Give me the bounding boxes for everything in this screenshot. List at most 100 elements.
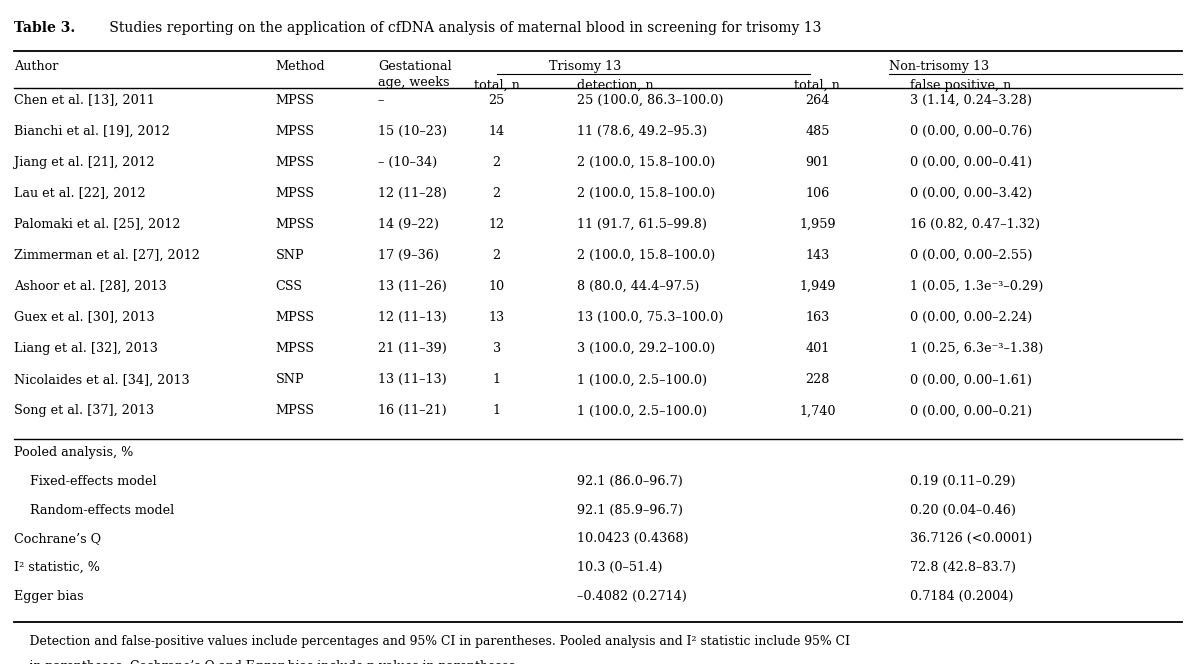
Text: Jiang et al. [21], 2012: Jiang et al. [21], 2012 [14,156,154,169]
Text: 2 (100.0, 15.8–100.0): 2 (100.0, 15.8–100.0) [577,156,715,169]
Text: MPSS: MPSS [276,94,315,107]
Text: Chen et al. [13], 2011: Chen et al. [13], 2011 [14,94,154,107]
Text: 92.1 (86.0–96.7): 92.1 (86.0–96.7) [577,475,683,488]
Text: 25 (100.0, 86.3–100.0): 25 (100.0, 86.3–100.0) [577,94,723,107]
Text: 0.19 (0.11–0.29): 0.19 (0.11–0.29) [910,475,1016,488]
Text: Detection and false-positive values include percentages and 95% CI in parenthese: Detection and false-positive values incl… [14,635,851,648]
Text: – (10–34): – (10–34) [378,156,437,169]
Text: 2 (100.0, 15.8–100.0): 2 (100.0, 15.8–100.0) [577,187,715,200]
Text: –: – [378,94,384,107]
Text: 25: 25 [488,94,505,107]
Text: Method: Method [276,60,326,73]
Text: 1,740: 1,740 [800,404,835,418]
Text: 10.0423 (0.4368): 10.0423 (0.4368) [577,533,689,545]
Text: 14 (9–22): 14 (9–22) [378,218,438,231]
Text: 3 (1.14, 0.24–3.28): 3 (1.14, 0.24–3.28) [910,94,1032,107]
Text: MPSS: MPSS [276,218,315,231]
Text: 228: 228 [805,373,829,386]
Text: Ashoor et al. [28], 2013: Ashoor et al. [28], 2013 [14,280,168,293]
Text: total, n: total, n [474,79,519,92]
Text: –0.4082 (0.2714): –0.4082 (0.2714) [577,590,687,602]
Text: Pooled analysis, %: Pooled analysis, % [14,446,133,459]
Text: 163: 163 [805,311,829,324]
Text: 0 (0.00, 0.00–0.76): 0 (0.00, 0.00–0.76) [910,125,1032,138]
Text: 0.7184 (0.2004): 0.7184 (0.2004) [910,590,1013,602]
Text: 2: 2 [493,249,500,262]
Text: 12: 12 [488,218,505,231]
Text: 13 (11–13): 13 (11–13) [378,373,447,386]
Text: 8 (80.0, 44.4–97.5): 8 (80.0, 44.4–97.5) [577,280,700,293]
Text: 36.7126 (<0.0001): 36.7126 (<0.0001) [910,533,1032,545]
Text: Cochrane’s Q: Cochrane’s Q [14,533,101,545]
Text: MPSS: MPSS [276,311,315,324]
Text: Egger bias: Egger bias [14,590,84,602]
Text: 0.20 (0.04–0.46): 0.20 (0.04–0.46) [910,503,1016,517]
Text: 0 (0.00, 0.00–2.55): 0 (0.00, 0.00–2.55) [910,249,1032,262]
Text: 16 (11–21): 16 (11–21) [378,404,447,418]
Text: 21 (11–39): 21 (11–39) [378,342,447,355]
Text: 10.3 (0–51.4): 10.3 (0–51.4) [577,561,663,574]
Text: 901: 901 [805,156,829,169]
Text: 15 (10–23): 15 (10–23) [378,125,447,138]
Text: Studies reporting on the application of cfDNA analysis of maternal blood in scre: Studies reporting on the application of … [105,21,821,35]
Text: 0 (0.00, 0.00–2.24): 0 (0.00, 0.00–2.24) [910,311,1032,324]
Text: 0 (0.00, 0.00–1.61): 0 (0.00, 0.00–1.61) [910,373,1032,386]
Text: 1: 1 [493,404,500,418]
Text: 2: 2 [493,187,500,200]
Text: 13: 13 [488,311,505,324]
Text: MPSS: MPSS [276,187,315,200]
Text: Palomaki et al. [25], 2012: Palomaki et al. [25], 2012 [14,218,181,231]
Text: Trisomy 13: Trisomy 13 [549,60,621,73]
Text: Song et al. [37], 2013: Song et al. [37], 2013 [14,404,154,418]
Text: 1 (0.25, 6.3e⁻³–1.38): 1 (0.25, 6.3e⁻³–1.38) [910,342,1043,355]
Text: Random-effects model: Random-effects model [14,503,175,517]
Text: Gestational
age, weeks: Gestational age, weeks [378,60,451,89]
Text: 485: 485 [805,125,829,138]
Text: 143: 143 [805,249,829,262]
Text: 11 (91.7, 61.5–99.8): 11 (91.7, 61.5–99.8) [577,218,707,231]
Text: 92.1 (85.9–96.7): 92.1 (85.9–96.7) [577,503,683,517]
Text: 12 (11–13): 12 (11–13) [378,311,447,324]
Text: 3 (100.0, 29.2–100.0): 3 (100.0, 29.2–100.0) [577,342,715,355]
Text: 1 (100.0, 2.5–100.0): 1 (100.0, 2.5–100.0) [577,404,708,418]
Text: Table 3.: Table 3. [14,21,76,35]
Text: 1 (0.05, 1.3e⁻³–0.29): 1 (0.05, 1.3e⁻³–0.29) [910,280,1043,293]
Text: 1,949: 1,949 [800,280,835,293]
Text: 401: 401 [805,342,829,355]
Text: 2: 2 [493,156,500,169]
Text: Lau et al. [22], 2012: Lau et al. [22], 2012 [14,187,146,200]
Text: SNP: SNP [276,373,304,386]
Text: 0 (0.00, 0.00–0.41): 0 (0.00, 0.00–0.41) [910,156,1032,169]
Text: 0 (0.00, 0.00–0.21): 0 (0.00, 0.00–0.21) [910,404,1032,418]
Text: SNP: SNP [276,249,304,262]
Text: 72.8 (42.8–83.7): 72.8 (42.8–83.7) [910,561,1016,574]
Text: 2 (100.0, 15.8–100.0): 2 (100.0, 15.8–100.0) [577,249,715,262]
Text: false positive, n: false positive, n [910,79,1011,92]
Text: 13 (100.0, 75.3–100.0): 13 (100.0, 75.3–100.0) [577,311,723,324]
Text: detection, n: detection, n [577,79,653,92]
Text: 12 (11–28): 12 (11–28) [378,187,447,200]
Text: Zimmerman et al. [27], 2012: Zimmerman et al. [27], 2012 [14,249,200,262]
Text: 1: 1 [493,373,500,386]
Text: in parentheses. Cochrane’s Q and Egger bias include p values in parentheses.: in parentheses. Cochrane’s Q and Egger b… [14,660,519,664]
Text: 3: 3 [493,342,500,355]
Text: 10: 10 [488,280,505,293]
Text: 1 (100.0, 2.5–100.0): 1 (100.0, 2.5–100.0) [577,373,708,386]
Text: 1,959: 1,959 [800,218,835,231]
Text: 11 (78.6, 49.2–95.3): 11 (78.6, 49.2–95.3) [577,125,708,138]
Text: CSS: CSS [276,280,303,293]
Text: 14: 14 [488,125,505,138]
Text: Liang et al. [32], 2013: Liang et al. [32], 2013 [14,342,158,355]
Text: MPSS: MPSS [276,342,315,355]
Text: MPSS: MPSS [276,404,315,418]
Text: 17 (9–36): 17 (9–36) [378,249,438,262]
Text: 13 (11–26): 13 (11–26) [378,280,447,293]
Text: Bianchi et al. [19], 2012: Bianchi et al. [19], 2012 [14,125,170,138]
Text: Nicolaides et al. [34], 2013: Nicolaides et al. [34], 2013 [14,373,190,386]
Text: Fixed-effects model: Fixed-effects model [14,475,157,488]
Text: 16 (0.82, 0.47–1.32): 16 (0.82, 0.47–1.32) [910,218,1041,231]
Text: Guex et al. [30], 2013: Guex et al. [30], 2013 [14,311,154,324]
Text: MPSS: MPSS [276,125,315,138]
Text: I² statistic, %: I² statistic, % [14,561,100,574]
Text: Non-trisomy 13: Non-trisomy 13 [889,60,988,73]
